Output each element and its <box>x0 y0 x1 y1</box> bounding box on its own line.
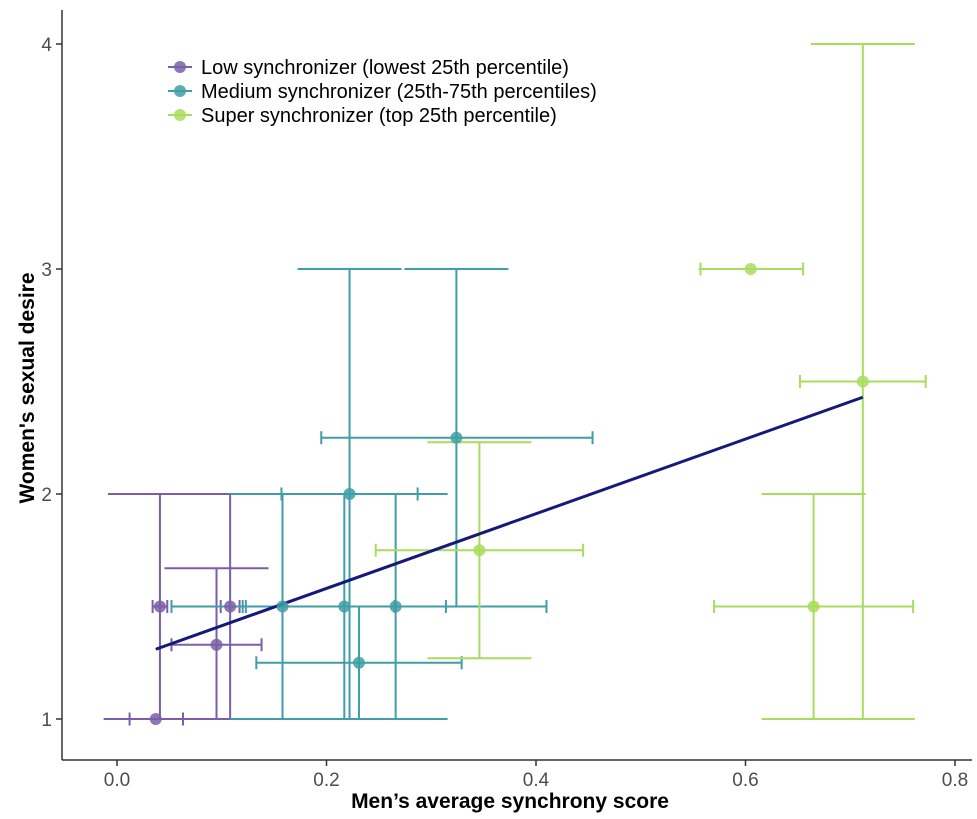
x-tick-label: 0.8 <box>942 770 968 791</box>
fit-line-group <box>155 395 864 651</box>
error-bars <box>103 43 927 726</box>
x-tick-label: 0.2 <box>313 770 339 791</box>
data-point <box>276 600 289 613</box>
data-point <box>473 544 486 557</box>
data-point <box>450 431 463 444</box>
y-tick-label: 3 <box>41 260 52 281</box>
legend-key-dot <box>174 85 186 97</box>
data-points <box>149 263 869 725</box>
data-point <box>210 638 223 651</box>
data-point <box>389 600 402 613</box>
data-point <box>352 656 365 669</box>
legend-key-dot <box>174 109 186 121</box>
data-point <box>149 713 162 725</box>
axes: 0.0 0.2 0.4 0.6 0.8 1 2 3 4 <box>41 10 972 791</box>
fit-line <box>155 395 864 651</box>
data-point <box>856 375 869 388</box>
data-point <box>338 600 351 613</box>
x-tick-label: 0.4 <box>523 770 550 791</box>
legend-label: Low synchronizer (lowest 25th percentile… <box>201 57 569 79</box>
legend: Low synchronizer (lowest 25th percentile… <box>168 57 597 127</box>
data-point <box>807 600 820 613</box>
data-point <box>224 600 237 613</box>
legend-label: Medium synchronizer (25th-75th percentil… <box>201 81 597 103</box>
legend-key-dot <box>174 61 186 73</box>
x-tick-label: 0.0 <box>104 770 130 791</box>
data-point <box>153 600 166 613</box>
x-tick-label: 0.6 <box>732 770 758 791</box>
y-tick-label: 2 <box>41 485 52 506</box>
legend-label: Super synchronizer (top 25th percentile) <box>201 105 557 127</box>
y-axis-title: Women's sexual desire <box>16 272 39 503</box>
data-point <box>744 263 757 275</box>
data-point <box>343 488 356 500</box>
x-axis-title: Men’s average synchrony score <box>351 790 669 813</box>
y-tick-label: 1 <box>41 710 52 731</box>
y-tick-label: 4 <box>41 35 52 56</box>
